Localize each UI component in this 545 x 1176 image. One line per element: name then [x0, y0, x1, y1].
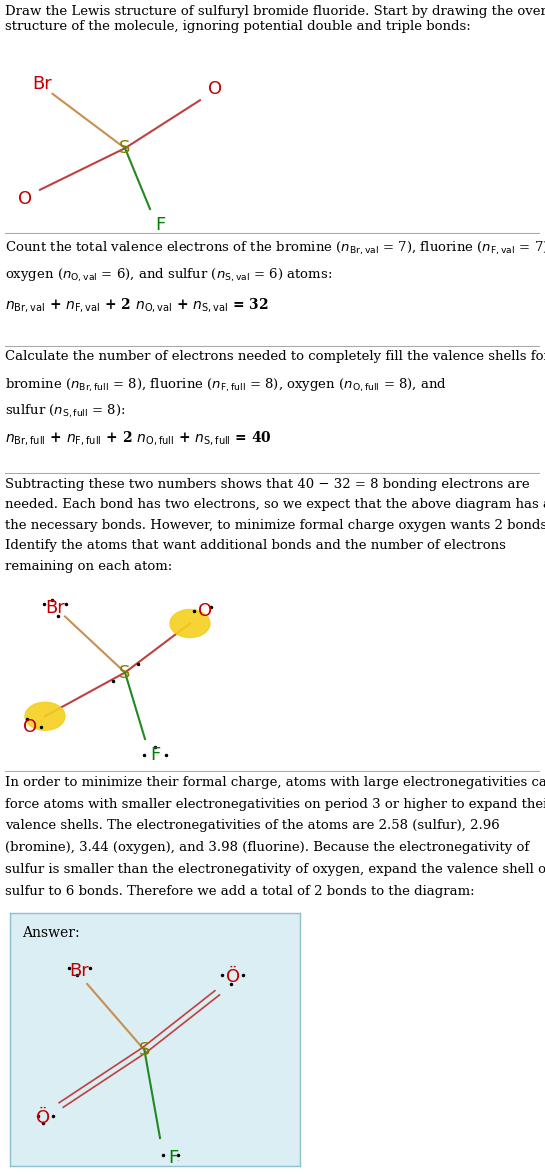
Text: F: F — [168, 1149, 178, 1167]
Text: valence shells. The electronegativities of the atoms are 2.58 (sulfur), 2.96: valence shells. The electronegativities … — [5, 820, 500, 833]
Text: Answer:: Answer: — [22, 926, 79, 940]
Text: Br: Br — [70, 962, 89, 980]
Text: F: F — [150, 746, 160, 763]
Text: remaining on each atom:: remaining on each atom: — [5, 560, 172, 573]
Text: Draw the Lewis structure of sulfuryl bromide fluoride. Start by drawing the over: Draw the Lewis structure of sulfuryl bro… — [5, 5, 545, 33]
Text: O: O — [208, 80, 222, 98]
Text: sulfur is smaller than the electronegativity of oxygen, expand the valence shell: sulfur is smaller than the electronegati… — [5, 863, 545, 876]
Text: Ö: Ö — [226, 968, 240, 987]
Text: (bromine), 3.44 (oxygen), and 3.98 (fluorine). Because the electronegativity of: (bromine), 3.44 (oxygen), and 3.98 (fluo… — [5, 841, 529, 854]
Text: Br: Br — [33, 75, 52, 93]
Text: S: S — [119, 663, 131, 682]
Text: sulfur ($n_\mathrm{S,full}$ = 8):: sulfur ($n_\mathrm{S,full}$ = 8): — [5, 403, 126, 420]
Text: O: O — [198, 602, 212, 620]
Text: O: O — [18, 191, 32, 208]
Text: Count the total valence electrons of the bromine ($n_\mathrm{Br,val}$ = 7), fluo: Count the total valence electrons of the… — [5, 240, 545, 258]
Text: F: F — [155, 216, 165, 234]
Text: O: O — [23, 717, 37, 736]
Text: $n_\mathrm{Br,val}$ + $n_\mathrm{F,val}$ + 2 $n_\mathrm{O,val}$ + $n_\mathrm{S,v: $n_\mathrm{Br,val}$ + $n_\mathrm{F,val}$… — [5, 296, 269, 314]
Text: Calculate the number of electrons needed to completely fill the valence shells f: Calculate the number of electrons needed… — [5, 350, 545, 363]
Circle shape — [170, 609, 210, 637]
Text: Br: Br — [45, 599, 65, 616]
Text: Identify the atoms that want additional bonds and the number of electrons: Identify the atoms that want additional … — [5, 540, 506, 553]
Text: needed. Each bond has two electrons, so we expect that the above diagram has all: needed. Each bond has two electrons, so … — [5, 499, 545, 512]
Text: S: S — [119, 139, 131, 158]
Text: oxygen ($n_\mathrm{O,val}$ = 6), and sulfur ($n_\mathrm{S,val}$ = 6) atoms:: oxygen ($n_\mathrm{O,val}$ = 6), and sul… — [5, 267, 332, 285]
Text: sulfur to 6 bonds. Therefore we add a total of 2 bonds to the diagram:: sulfur to 6 bonds. Therefore we add a to… — [5, 884, 475, 897]
Text: the necessary bonds. However, to minimize formal charge oxygen wants 2 bonds.: the necessary bonds. However, to minimiz… — [5, 519, 545, 532]
Text: bromine ($n_\mathrm{Br,full}$ = 8), fluorine ($n_\mathrm{F,full}$ = 8), oxygen (: bromine ($n_\mathrm{Br,full}$ = 8), fluo… — [5, 376, 447, 394]
Text: In order to minimize their formal charge, atoms with large electronegativities c: In order to minimize their formal charge… — [5, 776, 545, 789]
Text: $n_\mathrm{Br,full}$ + $n_\mathrm{F,full}$ + 2 $n_\mathrm{O,full}$ + $n_\mathrm{: $n_\mathrm{Br,full}$ + $n_\mathrm{F,full… — [5, 429, 272, 447]
Text: S: S — [139, 1041, 150, 1060]
Text: Subtracting these two numbers shows that 40 − 32 = 8 bonding electrons are: Subtracting these two numbers shows that… — [5, 477, 530, 492]
Text: Ö: Ö — [36, 1109, 50, 1128]
Text: force atoms with smaller electronegativities on period 3 or higher to expand the: force atoms with smaller electronegativi… — [5, 797, 545, 810]
Circle shape — [25, 702, 65, 730]
